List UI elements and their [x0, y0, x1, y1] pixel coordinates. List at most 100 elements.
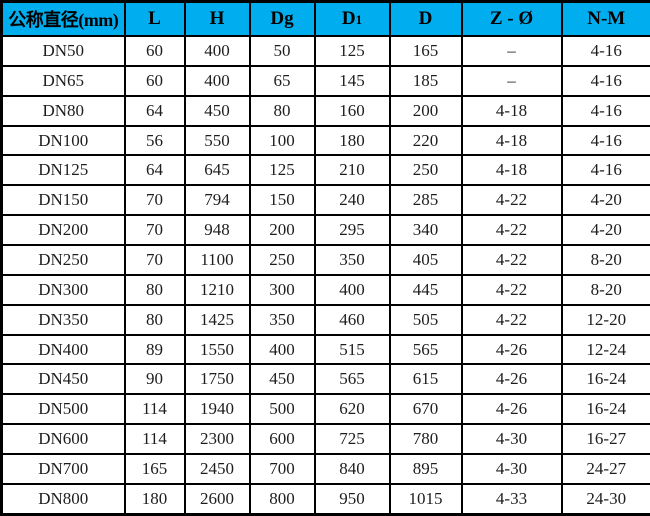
- cell-dn800-dn: DN800: [0, 482, 126, 516]
- table-row-dn50: DN50 60 400 50 125 165–4-16: [0, 35, 650, 67]
- cell-dn500-d: 670: [388, 393, 463, 426]
- cell-dn65-nm: 4-16: [560, 64, 650, 97]
- cell-dn500-dn: DN500: [0, 393, 126, 426]
- cell-dn300-d1: 400: [313, 273, 391, 306]
- header-cell-d1: D1: [313, 0, 391, 37]
- table-row-dn350: DN350 80 1425 350 460 505 4-22 12-20: [0, 303, 650, 336]
- cell-dn700-l: 165: [123, 453, 186, 485]
- cell-dn700-d1: 840: [313, 453, 391, 485]
- cell-dn150-l: 70: [123, 184, 186, 217]
- cell-dn350-d1: 460: [313, 303, 391, 336]
- table-row-dn250: DN250 70 1100 250 350 405 4-22 8-20: [0, 244, 650, 276]
- cell-dn250-nm: 8-20: [560, 244, 650, 276]
- cell-dn80-h: 450: [183, 94, 251, 127]
- cell-dn800-z: 4-33: [460, 482, 563, 516]
- cell-dn700-d: 895: [388, 453, 463, 485]
- table-row-dn400: DN400 89 1550 400 515 565 4-26 12-24: [0, 333, 650, 366]
- table-row-dn150: DN150 70 794 150 240 285 4-22 4-20: [0, 184, 650, 217]
- cell-dn800-dg: 800: [248, 482, 316, 516]
- cell-dn800-d: 1015: [388, 482, 463, 516]
- cell-dn300-d: 445: [388, 273, 463, 306]
- header-label: Z - Ø: [489, 8, 534, 29]
- cell-dn80-z: 4-18: [460, 94, 563, 127]
- cell-dn125-dn: DN125: [0, 154, 126, 187]
- cell-dn500-h: 1940: [183, 393, 251, 426]
- cell-dn50-dn: DN50: [0, 35, 126, 67]
- cell-dn200-l: 70: [123, 214, 186, 247]
- cell-dn700-dg: 700: [248, 453, 316, 485]
- cell-dn80-d: 200: [388, 94, 463, 127]
- header-label: Dg: [270, 8, 294, 29]
- table-header: 公称直径(mm) L H Dg D1 D Z - Ø N-M: [0, 0, 650, 37]
- cell-dn50-d1: 125: [313, 35, 391, 67]
- cell-dn80-l: 64: [123, 94, 186, 127]
- cell-dn50-h: 400: [183, 35, 251, 67]
- cell-dn65-dn: DN65: [0, 64, 126, 97]
- header-label: D: [341, 8, 356, 29]
- cell-dn400-h: 1550: [183, 333, 251, 366]
- cell-dn700-h: 2450: [183, 453, 251, 485]
- cell-dn65-h: 400: [183, 64, 251, 97]
- table-row-dn500: DN500 114 1940 500 620 670 4-26 16-24: [0, 393, 650, 426]
- cell-dn500-dg: 500: [248, 393, 316, 426]
- cell-dn800-d1: 950: [313, 482, 391, 516]
- cell-dn450-l: 90: [123, 363, 186, 396]
- cell-dn450-z: 4-26: [460, 363, 563, 396]
- cell-dn500-d1: 620: [313, 393, 391, 426]
- cell-dn400-dn: DN400: [0, 333, 126, 366]
- cell-dn200-z: 4-22: [460, 214, 563, 247]
- cell-dn65-z: –: [460, 64, 563, 97]
- cell-dn125-l: 64: [123, 154, 186, 187]
- cell-dn600-l: 114: [123, 423, 186, 456]
- cell-dn600-dg: 600: [248, 423, 316, 456]
- cell-dn100-z: 4-18: [460, 124, 563, 157]
- cell-dn700-nm: 24-27: [560, 453, 650, 485]
- cell-dn350-h: 1425: [183, 303, 251, 336]
- cell-dn125-d1: 210: [313, 154, 391, 187]
- cell-dn450-nm: 16-24: [560, 363, 650, 396]
- cell-dn150-dg: 150: [248, 184, 316, 217]
- cell-dn300-z: 4-22: [460, 273, 563, 306]
- header-cell-z: Z - Ø: [460, 0, 563, 37]
- cell-dn350-l: 80: [123, 303, 186, 336]
- cell-dn600-dn: DN600: [0, 423, 126, 456]
- cell-dn800-h: 2600: [183, 482, 251, 516]
- cell-dn350-dn: DN350: [0, 303, 126, 336]
- cell-dn600-z: 4-30: [460, 423, 563, 456]
- cell-dn50-nm: 4-16: [560, 35, 650, 67]
- table-row-dn700: DN700 165 2450 700 840 895 4-30 24-27: [0, 453, 650, 485]
- cell-dn700-dn: DN700: [0, 453, 126, 485]
- header-label-suffix: 1: [355, 12, 363, 27]
- header-cell-dn: 公称直径(mm): [0, 0, 126, 37]
- cell-dn100-h: 550: [183, 124, 251, 157]
- cell-dn250-l: 70: [123, 244, 186, 276]
- cell-dn400-nm: 12-24: [560, 333, 650, 366]
- cell-dn150-d1: 240: [313, 184, 391, 217]
- cell-dn500-l: 114: [123, 393, 186, 426]
- header-cell-l: L: [123, 0, 186, 37]
- cell-dn150-h: 794: [183, 184, 251, 217]
- table-row-dn450: DN450 90 1750 450 565 615 4-26 16-24: [0, 363, 650, 396]
- cell-dn65-l: 60: [123, 64, 186, 97]
- table-row-dn100: DN100 56 550 100 180 220 4-18 4-16: [0, 124, 650, 157]
- cell-dn125-d: 250: [388, 154, 463, 187]
- cell-dn300-nm: 8-20: [560, 273, 650, 306]
- cell-dn400-z: 4-26: [460, 333, 563, 366]
- cell-dn350-nm: 12-20: [560, 303, 650, 336]
- header-label: D: [418, 8, 433, 29]
- header-row: 公称直径(mm) L H Dg D1 D Z - Ø N-M: [0, 0, 650, 37]
- cell-dn250-dn: DN250: [0, 244, 126, 276]
- cell-dn125-dg: 125: [248, 154, 316, 187]
- cell-dn350-dg: 350: [248, 303, 316, 336]
- cell-dn200-dn: DN200: [0, 214, 126, 247]
- table-row-dn65: DN65 60 400 65 145 185–4-16: [0, 64, 650, 97]
- table-row-dn800: DN800 180 2600 800 950 1015 4-33 24-30: [0, 482, 650, 516]
- table-row-dn600: DN600 114 2300 600 725 780 4-30 16-27: [0, 423, 650, 456]
- cell-dn250-h: 1100: [183, 244, 251, 276]
- cell-dn600-h: 2300: [183, 423, 251, 456]
- cell-dn600-d1: 725: [313, 423, 391, 456]
- cell-dn65-d: 185: [388, 64, 463, 97]
- header-cell-dg: Dg: [248, 0, 316, 37]
- cell-dn450-dn: DN450: [0, 363, 126, 396]
